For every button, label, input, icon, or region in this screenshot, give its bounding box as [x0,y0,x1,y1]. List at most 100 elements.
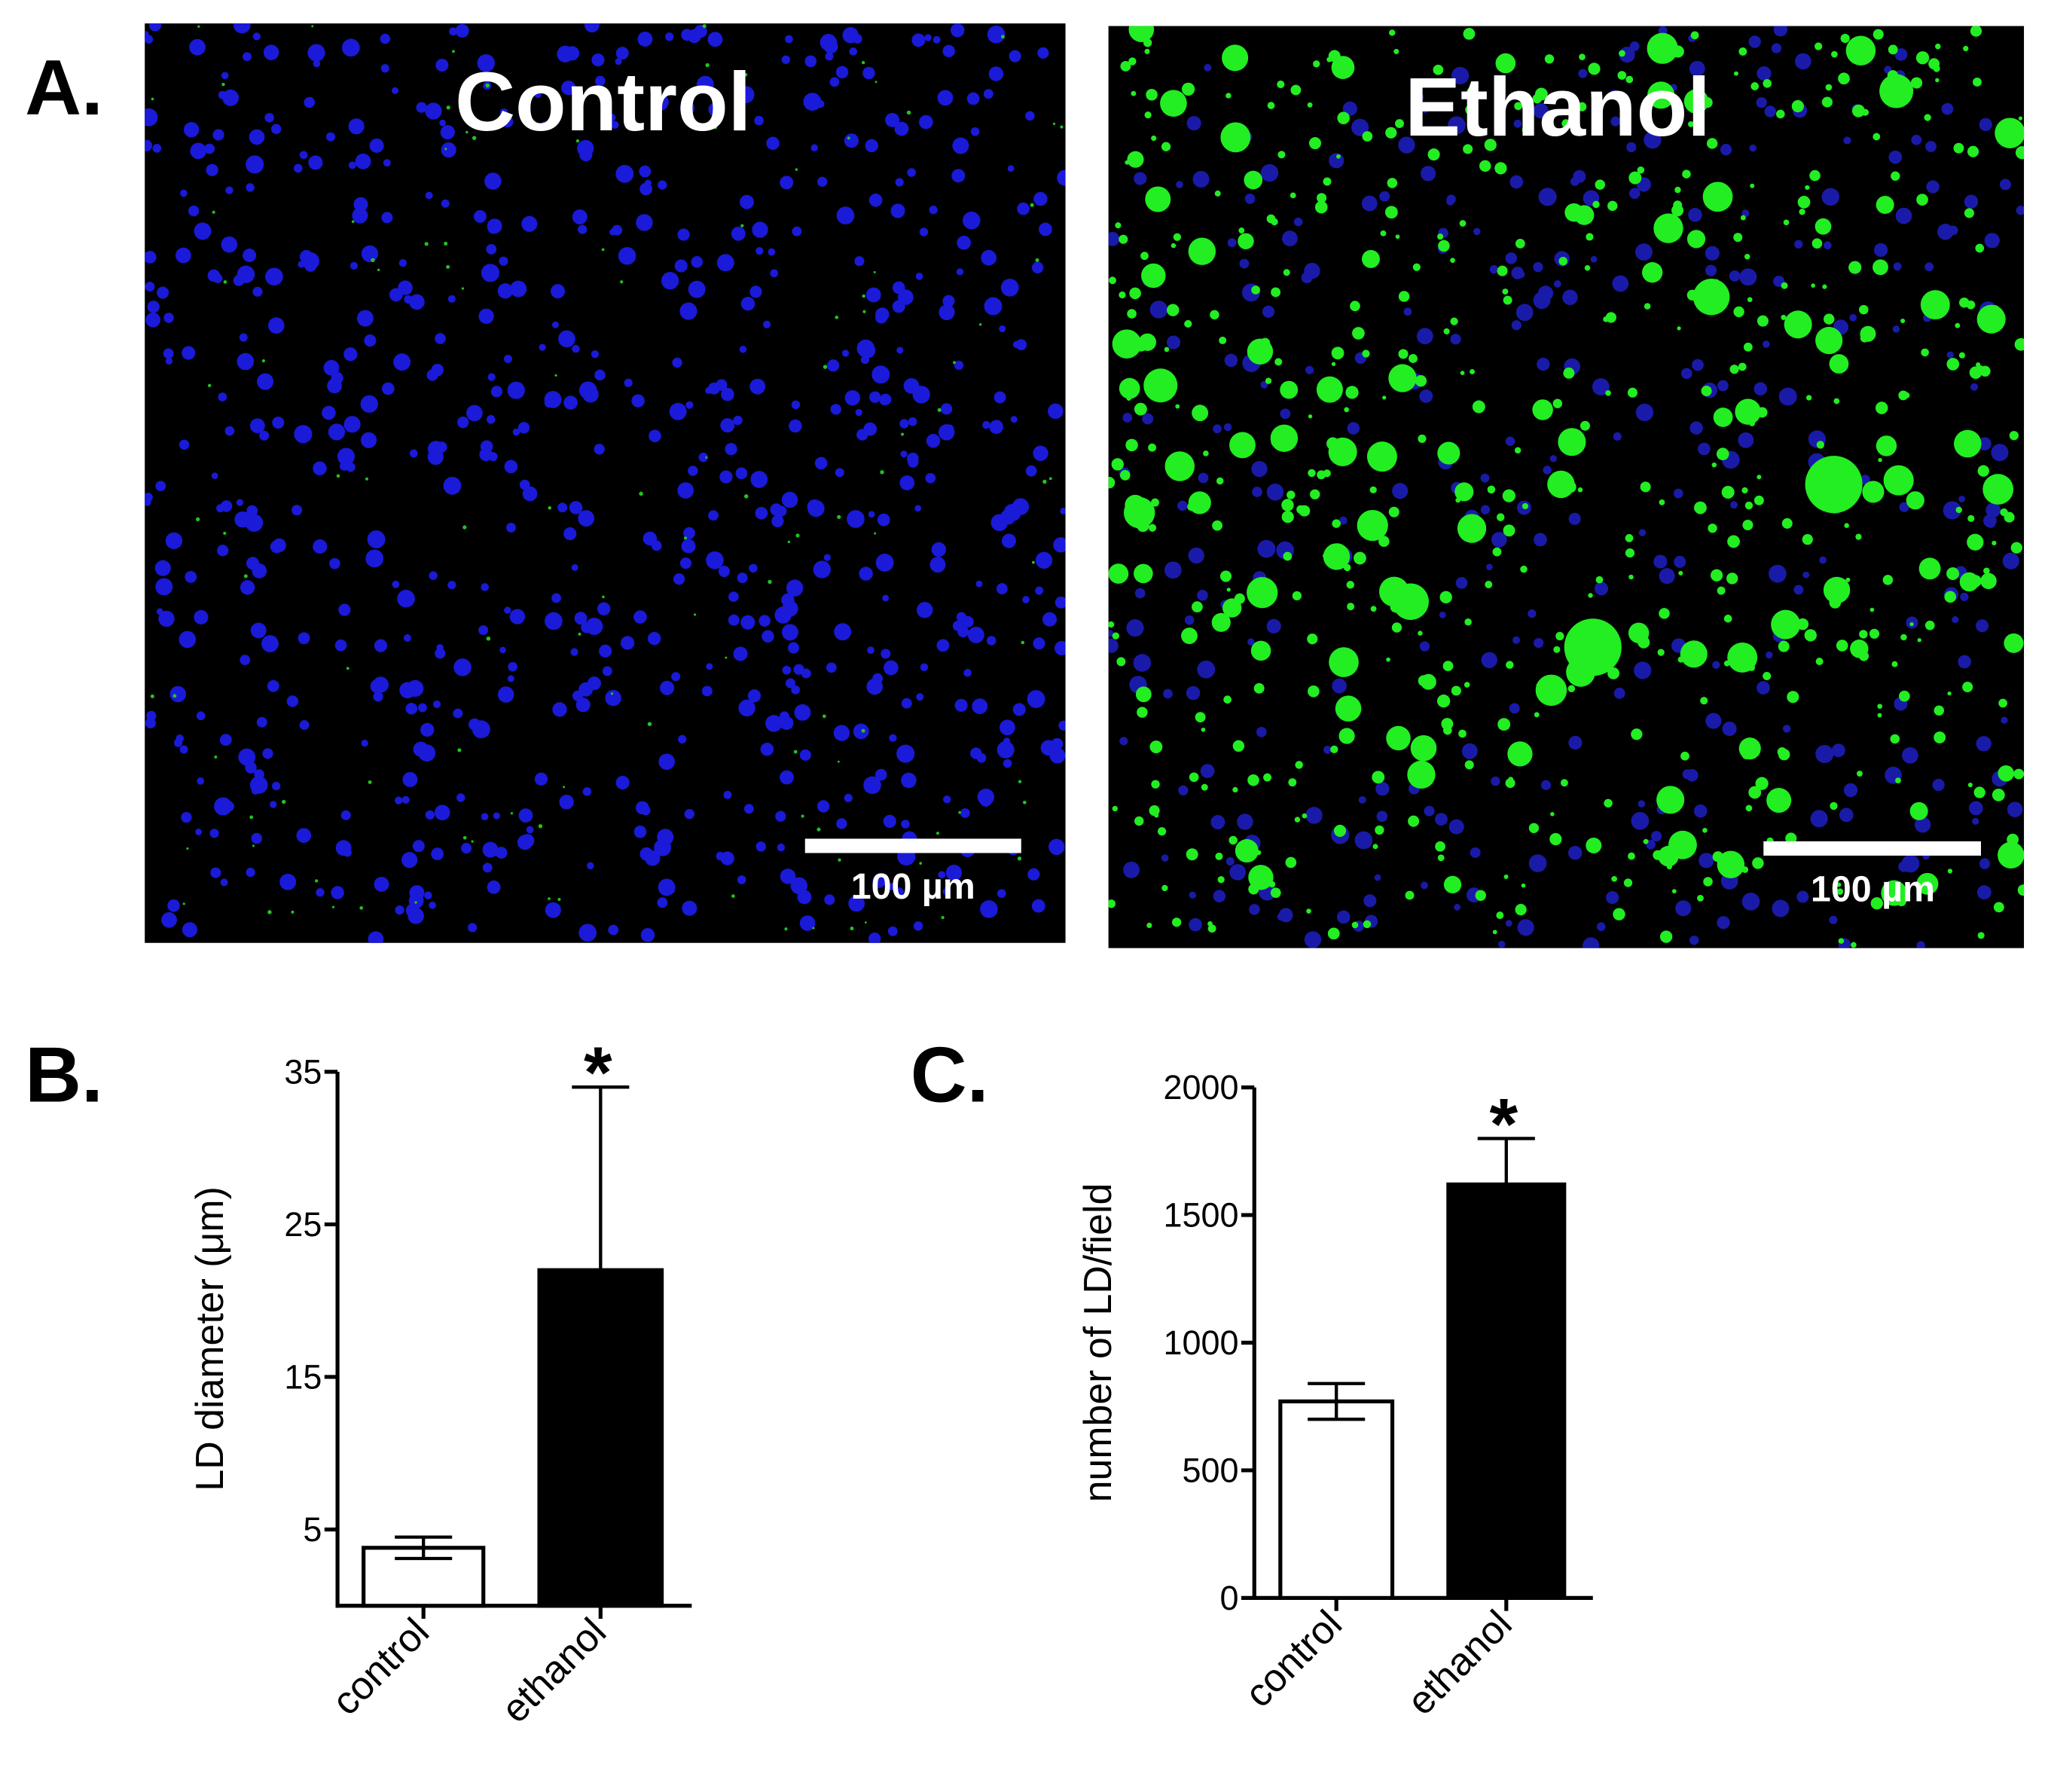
cell-dot [478,625,489,636]
cell-dot [1567,685,1576,692]
cell-dot [1921,348,1929,357]
cell-dot [334,639,347,652]
cell-dot [1635,403,1654,422]
y-tick-label: 0 [1220,1579,1239,1617]
cell-dot [855,408,862,417]
cell-dot [1677,326,1681,331]
cell-dot [1138,333,1156,351]
cell-dot [1812,238,1823,249]
cell-dot [1421,166,1436,182]
cell-dot [308,155,323,170]
cell-dot [1619,50,1625,57]
cell-dot [1042,479,1047,484]
cell-dot [1285,856,1297,869]
cell-dot [795,533,800,538]
cell-dot [1733,306,1744,318]
cell-dot [1409,354,1418,363]
cell-dot [801,668,811,679]
cell-dot [1757,315,1769,327]
cell-dot [1757,66,1772,81]
cell-dot [926,434,941,448]
cell-dot [548,897,551,900]
cell-dot [647,631,661,646]
cell-dot [775,505,787,517]
cell-dot [1778,387,1797,406]
cell-dot [444,241,448,246]
cell-dot [1891,171,1900,181]
cell-dot [1698,442,1711,456]
cell-dot [749,563,758,573]
cell-dot [233,274,245,286]
cell-dot [1164,451,1195,481]
cell-dot [508,661,517,672]
cell-dot [938,424,955,441]
cell-dot [1925,141,1937,152]
cell-dot [1849,313,1857,322]
cell-dot [1507,741,1533,767]
cell-dot [185,570,197,583]
cell-dot [787,540,791,544]
error-bar [572,1085,630,1455]
cell-dot [847,136,850,140]
cell-dot [1164,561,1182,579]
cell-dot [997,740,1015,759]
cell-dot [1293,217,1303,227]
cell-dot [986,636,997,646]
cell-dot [1358,795,1366,804]
cell-dot [252,286,263,297]
cell-dot [1313,60,1320,68]
cell-dot [728,614,740,626]
cell-dot [195,517,200,522]
cell-dot [1696,894,1704,902]
cell-dot [1711,569,1723,582]
cell-dot [481,264,500,282]
cell-dot [1836,888,1844,896]
cell-dot [163,348,174,359]
cell-dot [1640,481,1651,493]
significance-mark: * [584,1031,612,1113]
cell-dot [1308,137,1321,150]
cell-dot [967,626,984,643]
cell-dot [431,847,444,861]
cell-dot [393,353,411,371]
cell-dot [1203,450,1209,456]
cell-dot [1454,904,1461,911]
cell-dot [1119,234,1128,244]
cell-dot [1604,798,1613,808]
cell-dot [721,387,734,401]
cell-dot [1217,876,1225,884]
cell-dot [683,536,688,540]
cell-dot [1463,28,1476,40]
cell-dot [1247,338,1274,365]
cell-dot [526,826,534,834]
cell-dot [1480,473,1490,483]
cell-dot [1306,908,1311,914]
cell-dot [434,804,450,821]
cell-dot [1958,655,1971,669]
cell-dot [249,776,268,794]
cell-dot [894,121,909,136]
cell-dot [1035,586,1044,595]
cell-dot [920,663,929,672]
cell-dot [1701,385,1712,397]
cell-dot [1427,148,1440,161]
cell-dot [368,931,384,943]
cell-dot [1211,612,1231,632]
cell-dot [1505,920,1512,927]
cell-dot [1860,325,1876,342]
cell-dot [1595,179,1605,190]
cell-dot [682,900,697,916]
cell-dot [1438,240,1450,252]
cell-dot [1219,336,1227,344]
cell-dot [1947,691,1952,696]
cell-dot [578,632,581,636]
cell-dot [814,456,828,470]
cell-dot [1197,589,1208,601]
cell-dot [1941,102,1954,115]
cell-dot [868,932,881,943]
cell-dot [584,23,600,33]
cell-dot [2018,116,2023,121]
cell-dot [1916,872,1939,895]
cell-dot [240,580,255,595]
cell-dot [169,685,187,703]
